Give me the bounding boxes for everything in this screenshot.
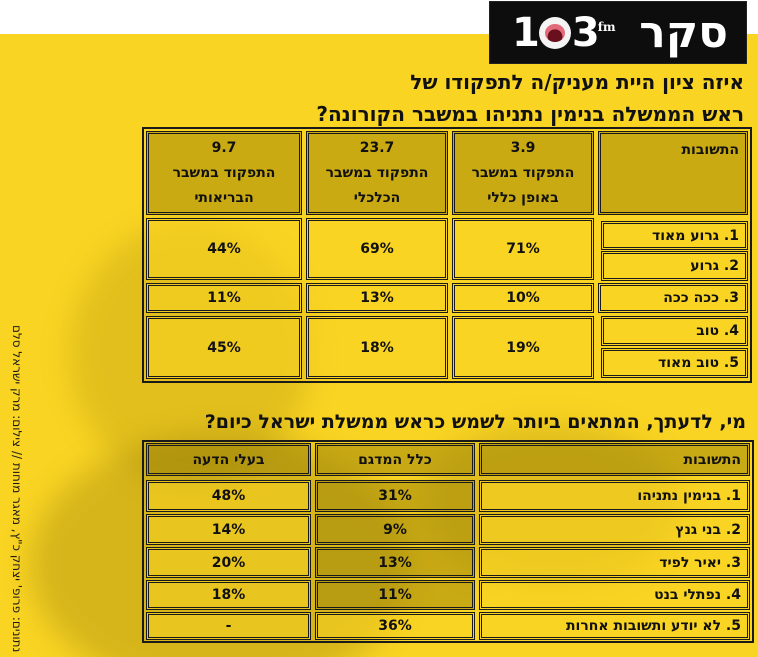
survey1-value-bad-health: 44% bbox=[146, 218, 302, 280]
survey2-row-5-answer: 5. לא יודע ותשובות אחרות bbox=[479, 612, 750, 640]
value: 44% bbox=[207, 241, 241, 257]
logo-mouth-icon bbox=[538, 16, 571, 49]
survey1-table bbox=[142, 127, 752, 383]
logo-word-survey: סקר bbox=[639, 7, 728, 58]
value: 19% bbox=[506, 339, 540, 356]
value: 14% bbox=[211, 521, 246, 538]
survey1-value-good-health: 45% bbox=[146, 316, 302, 379]
survey2-row-2-answer: 2. בני גנץ bbox=[479, 514, 750, 545]
col-general-line1: התפקוד במשבר bbox=[471, 164, 575, 181]
score-economic: 23.7 bbox=[359, 139, 395, 156]
survey1-title-line2: ראש הממשלה בנימין נתניהו במשבר הקורונה? bbox=[316, 102, 744, 126]
value: 11% bbox=[378, 587, 412, 603]
survey2-row-5-all: 36% bbox=[315, 612, 475, 640]
answer-label: 2. בני גנץ bbox=[675, 521, 741, 538]
col-health-line1: התפקוד במשבר bbox=[172, 164, 276, 181]
survey1-header-col-economic: 23.7 התפקוד במשבר הכלכלי bbox=[306, 131, 448, 215]
survey1-value-so-so-health: 11% bbox=[146, 283, 302, 313]
value: 71% bbox=[506, 241, 540, 257]
value: 20% bbox=[211, 554, 246, 571]
col-health-line2: הבריאותי bbox=[194, 189, 254, 206]
survey1-value-so-so-general: 10% bbox=[452, 283, 594, 313]
value: 11% bbox=[207, 290, 241, 306]
answer-label: 5. לא יודע ותשובות אחרות bbox=[565, 618, 741, 634]
score-health: 9.7 bbox=[211, 139, 237, 156]
survey1-header-answers: התשובות bbox=[598, 131, 748, 215]
survey2-row-2-all: 9% bbox=[315, 514, 475, 545]
survey2-row-5-decided: - bbox=[146, 612, 311, 640]
survey2-row-3-decided: 20% bbox=[146, 547, 311, 578]
survey2-row-2-decided: 14% bbox=[146, 514, 311, 545]
survey1-header-col-general: 3.9 התפקוד במשבר באופן כללי bbox=[452, 131, 594, 215]
header-label: בעלי הדעה bbox=[192, 451, 265, 468]
answer-label: 2. גרוע bbox=[690, 258, 739, 274]
survey1-answer-1: 1. גרוע מאוד bbox=[601, 221, 748, 250]
answer-label: 5. טוב מאוד bbox=[657, 355, 739, 371]
survey2-row-1-answer: 1. בנימין נתניהו bbox=[479, 480, 750, 512]
survey2-row-1-decided: 48% bbox=[146, 480, 311, 512]
header-label: התשובות bbox=[681, 142, 739, 158]
value: 18% bbox=[360, 339, 394, 356]
survey1-answer-4: 4. טוב bbox=[601, 316, 748, 346]
value: 48% bbox=[211, 488, 246, 504]
logo-fm: fm bbox=[597, 19, 616, 34]
survey2-header-all: כלל המדגם bbox=[315, 443, 475, 476]
value: 13% bbox=[360, 290, 394, 306]
col-economic-line1: התפקוד במשבר bbox=[325, 164, 429, 181]
survey1-value-bad-general: 71% bbox=[452, 218, 594, 280]
survey1-value-good-economic: 18% bbox=[306, 316, 448, 379]
header-label: כלל המדגם bbox=[358, 451, 432, 468]
radio-103fm-logo: 1 3 fm סקר bbox=[489, 1, 747, 64]
survey1-value-good-general: 19% bbox=[452, 316, 594, 379]
answer-label: 3. יאיר לפיד bbox=[659, 554, 741, 571]
survey2-row-3-all: 13% bbox=[315, 547, 475, 578]
col-economic-line2: הכלכלי bbox=[353, 189, 401, 206]
header-label: התשובות bbox=[683, 451, 741, 468]
logo-digit-one: 1 bbox=[512, 9, 540, 56]
survey2-table bbox=[142, 440, 754, 643]
survey1-answer-2: 2. גרוע bbox=[601, 251, 748, 281]
value: 45% bbox=[207, 339, 241, 356]
answer-label: 4. נפתלי בנט bbox=[654, 587, 741, 603]
value: 13% bbox=[378, 554, 412, 571]
logo-digit-three: 3 bbox=[571, 9, 600, 56]
col-general-line2: באופן כללי bbox=[487, 189, 559, 206]
survey2-row-4-decided: 18% bbox=[146, 580, 311, 610]
survey1-answer-5: 5. טוב מאוד bbox=[601, 348, 748, 378]
value: 9% bbox=[383, 521, 407, 538]
answer-label: 3. ככה ככה bbox=[663, 290, 739, 306]
survey1-value-bad-economic: 69% bbox=[306, 218, 448, 280]
survey1-value-so-so-economic: 13% bbox=[306, 283, 448, 313]
data-and-photo-credit: נתונים: פרופ' יצחק כ"ץ, מאגר מוחות // צי… bbox=[10, 324, 24, 652]
survey2-header-decided: בעלי הדעה bbox=[146, 443, 311, 476]
survey2-title: מי, לדעתך, המתאים ביותר לשמש כראש ממשלת … bbox=[204, 411, 746, 433]
survey2-header-answers: התשובות bbox=[479, 443, 750, 476]
value: 69% bbox=[360, 241, 394, 257]
survey2-row-1-all: 31% bbox=[315, 480, 475, 512]
value: 10% bbox=[506, 290, 540, 306]
value: 36% bbox=[378, 618, 412, 634]
survey2-row-3-answer: 3. יאיר לפיד bbox=[479, 547, 750, 578]
survey2-row-4-answer: 4. נפתלי בנט bbox=[479, 580, 750, 610]
logo-number: 1 3 fm bbox=[512, 10, 616, 56]
survey2-row-4-all: 11% bbox=[315, 580, 475, 610]
survey1-answer-3: 3. ככה ככה bbox=[598, 283, 748, 313]
survey1-header-col-health: 9.7 התפקוד במשבר הבריאותי bbox=[146, 131, 302, 215]
answer-label: 1. גרוע מאוד bbox=[652, 227, 739, 244]
score-general: 3.9 bbox=[510, 139, 536, 156]
answer-label: 4. טוב bbox=[696, 323, 739, 339]
answer-label: 1. בנימין נתניהו bbox=[637, 488, 741, 504]
value: 31% bbox=[378, 488, 412, 504]
value: 18% bbox=[211, 587, 246, 603]
value: - bbox=[225, 618, 232, 634]
survey1-title-line1: איזה ציון היית מעניק/ה לתפקודו של bbox=[410, 70, 744, 94]
